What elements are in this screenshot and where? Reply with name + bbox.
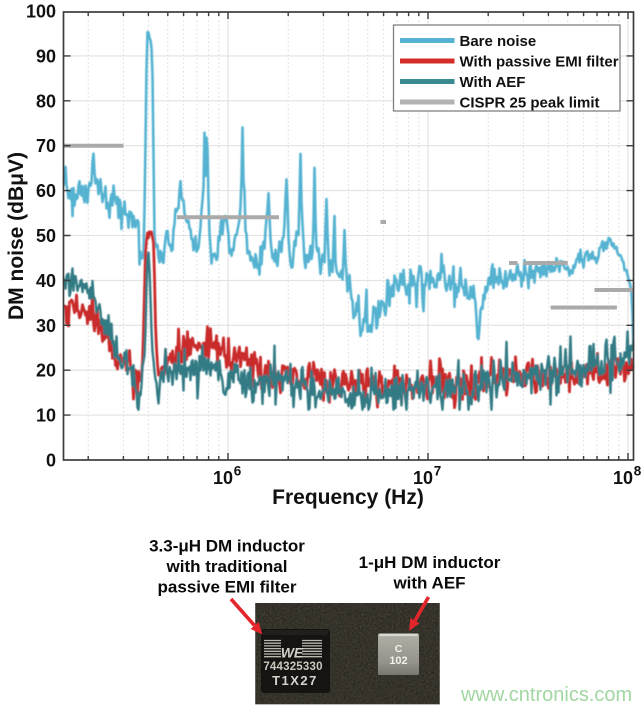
svg-text:80: 80 [36, 91, 56, 111]
svg-text:C: C [395, 643, 403, 655]
svg-text:passive EMI filter: passive EMI filter [158, 578, 297, 597]
svg-text:With AEF: With AEF [460, 74, 526, 91]
svg-text:8: 8 [634, 464, 642, 479]
svg-text:40: 40 [36, 271, 56, 291]
svg-text:www.cntronics.com: www.cntronics.com [460, 684, 632, 706]
svg-text:10: 10 [413, 468, 433, 488]
svg-text:DM noise (dBμV): DM noise (dBμV) [5, 152, 28, 320]
svg-text:10: 10 [613, 468, 633, 488]
svg-text:744325330: 744325330 [263, 661, 322, 673]
svg-text:7: 7 [434, 464, 442, 479]
svg-text:with AEF: with AEF [392, 574, 465, 593]
svg-text:20: 20 [36, 361, 56, 381]
svg-text:WE: WE [281, 645, 304, 661]
svg-text:1-μH DM inductor: 1-μH DM inductor [359, 553, 501, 572]
svg-text:100: 100 [26, 2, 56, 22]
svg-text:90: 90 [36, 46, 56, 66]
svg-text:0: 0 [46, 451, 56, 471]
svg-text:6: 6 [234, 464, 242, 479]
svg-text:50: 50 [36, 226, 56, 246]
svg-text:With passive EMI filter: With passive EMI filter [460, 53, 619, 70]
svg-text:Frequency (Hz): Frequency (Hz) [272, 486, 424, 509]
svg-text:T1X27: T1X27 [272, 673, 318, 688]
svg-text:10: 10 [36, 406, 56, 426]
svg-text:30: 30 [36, 316, 56, 336]
svg-text:60: 60 [36, 181, 56, 201]
svg-text:CISPR 25 peak limit: CISPR 25 peak limit [460, 94, 600, 111]
svg-text:with traditional: with traditional [166, 557, 288, 576]
svg-text:Bare noise: Bare noise [460, 33, 537, 50]
svg-text:3.3-μH DM inductor: 3.3-μH DM inductor [149, 537, 305, 556]
svg-text:102: 102 [389, 655, 407, 667]
svg-text:70: 70 [36, 136, 56, 156]
svg-text:10: 10 [213, 468, 233, 488]
